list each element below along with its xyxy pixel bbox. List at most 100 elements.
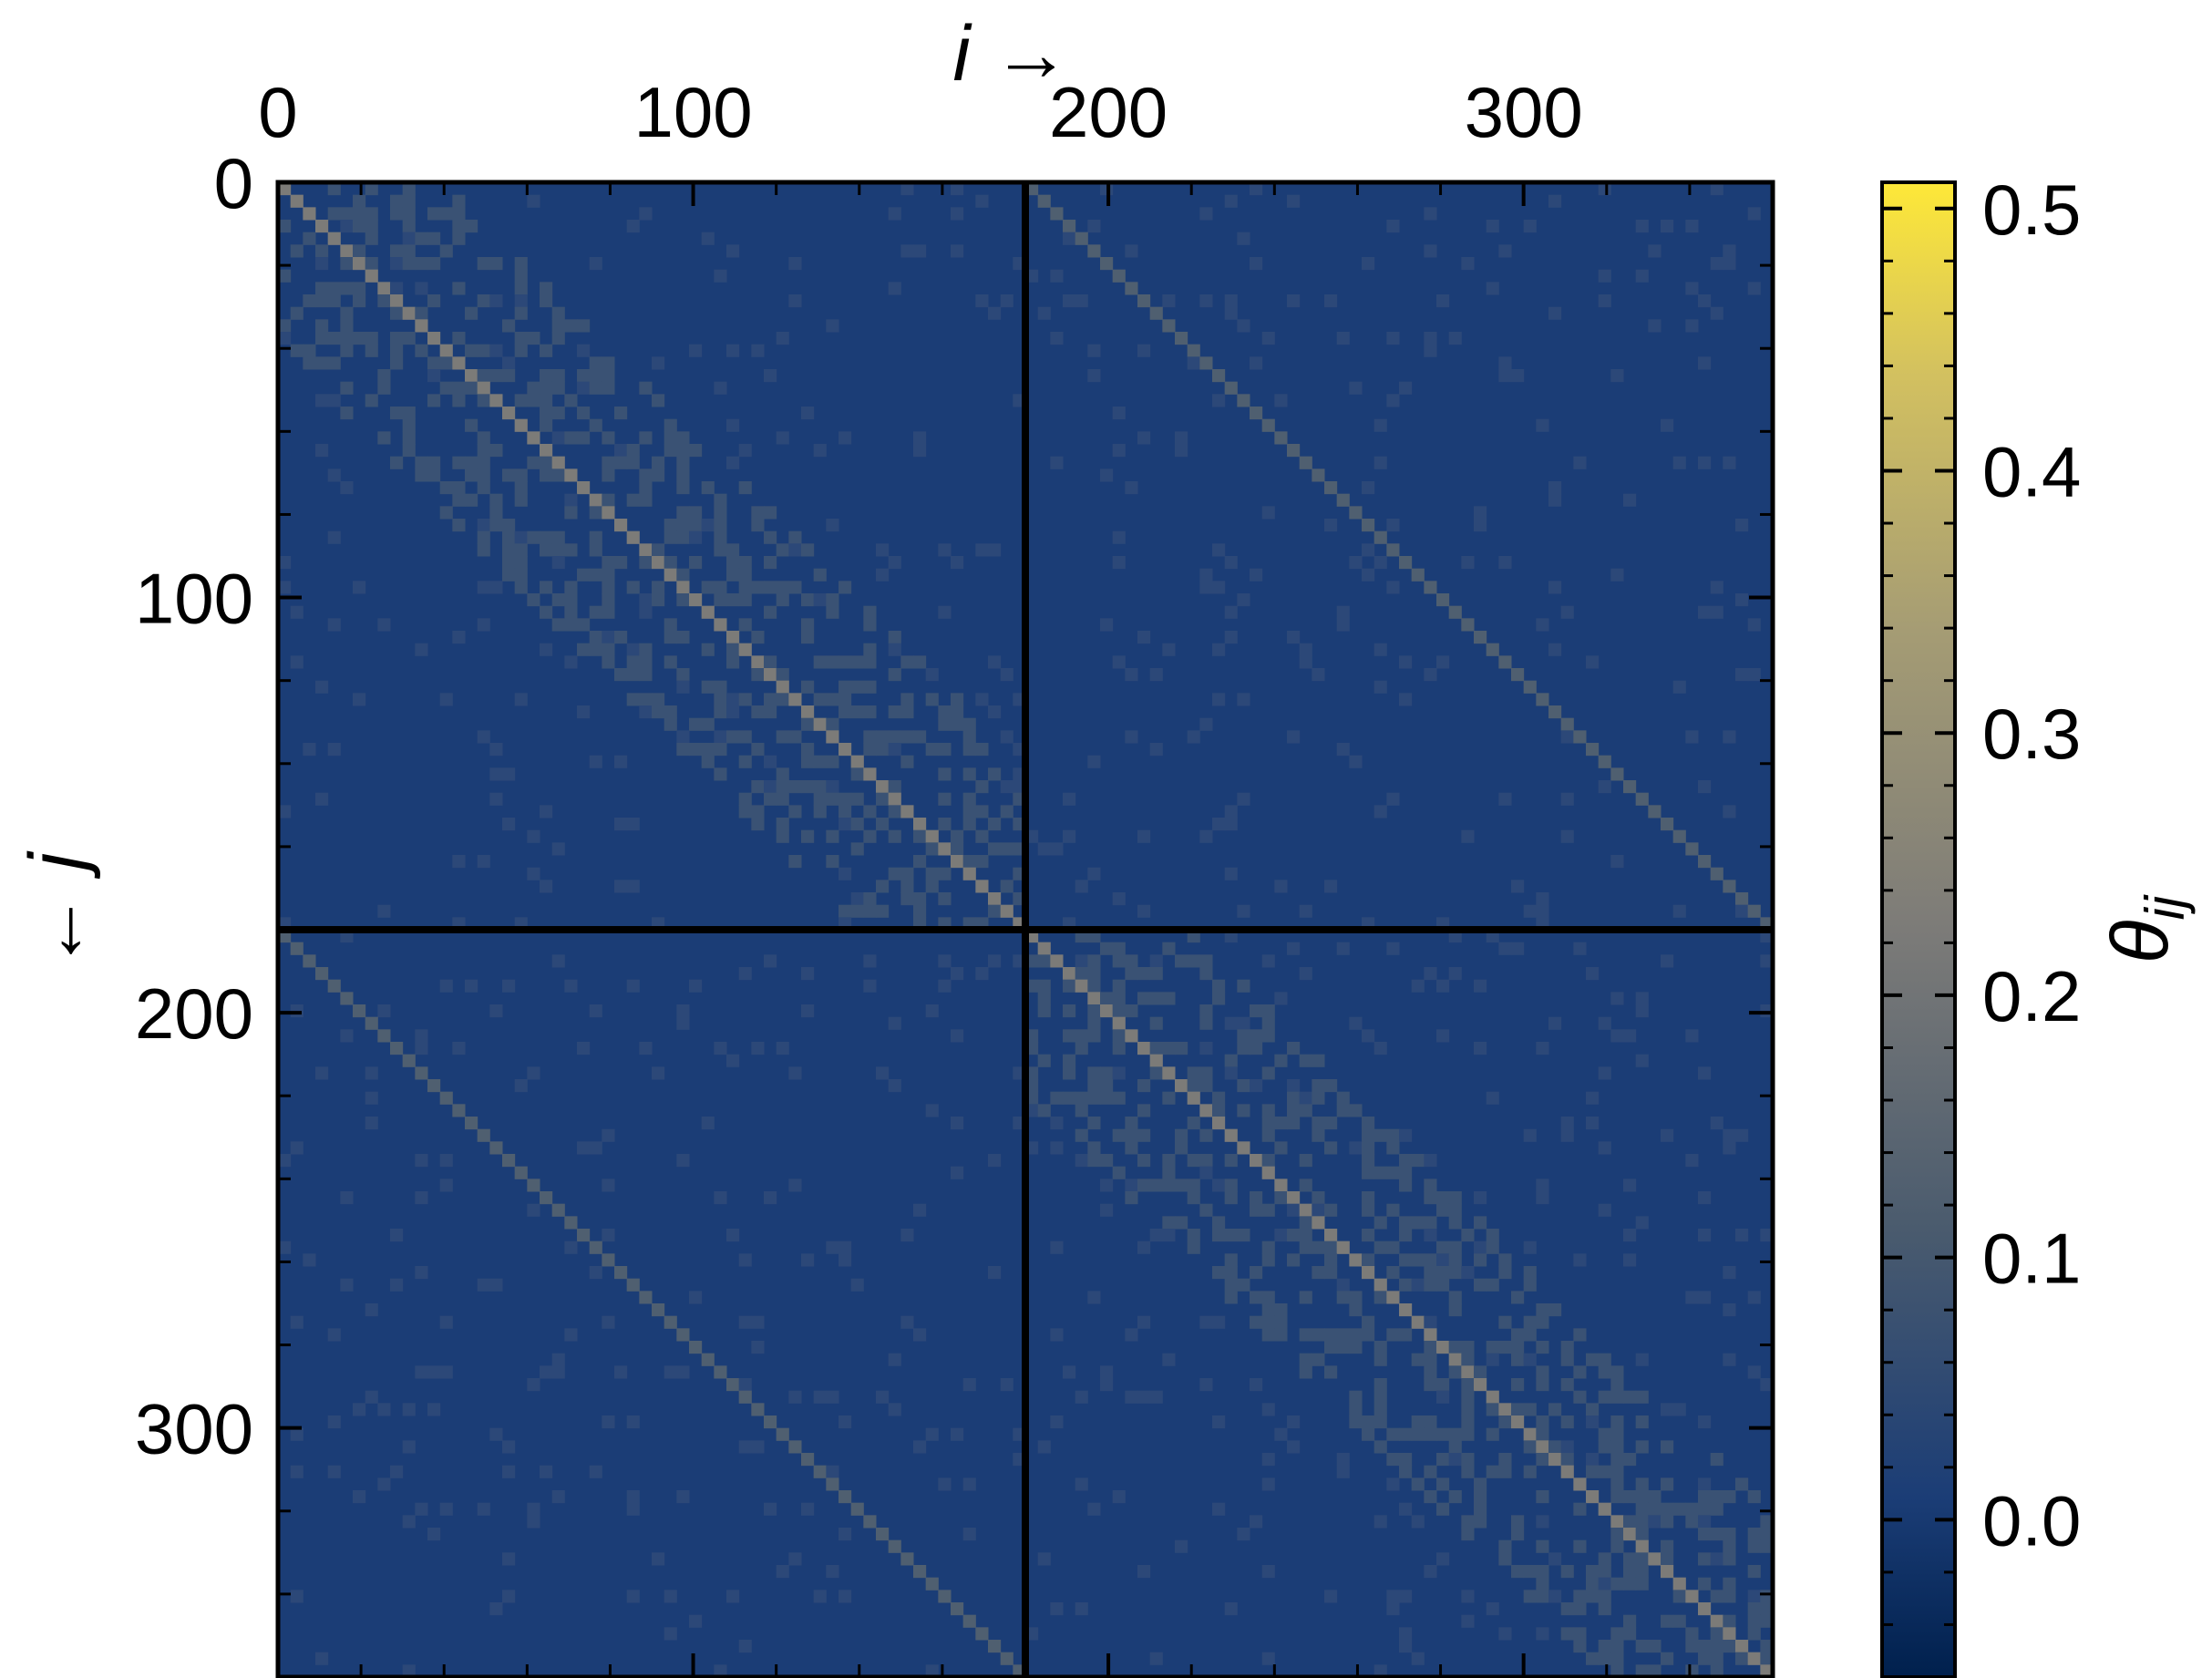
heatmap-cell — [514, 493, 528, 507]
heatmap-cell — [290, 344, 304, 357]
heatmap-cell — [1112, 942, 1126, 955]
heatmap-cell — [701, 605, 715, 619]
heatmap-cell — [1112, 1016, 1126, 1030]
heatmap-cell — [1723, 257, 1736, 271]
heatmap-cell — [876, 818, 890, 831]
heatmap-cell — [975, 855, 989, 869]
heatmap-cell — [1486, 1091, 1499, 1105]
heatmap-cell — [1037, 979, 1051, 993]
heatmap-cell — [1598, 1577, 1611, 1590]
heatmap-cell — [1685, 319, 1699, 333]
heatmap-cell — [962, 717, 976, 731]
heatmap-cell — [1324, 481, 1338, 495]
heatmap-cell — [1299, 1353, 1312, 1366]
heatmap-cell — [1312, 1328, 1325, 1342]
heatmap-cell — [1536, 1565, 1549, 1579]
heatmap-cell — [1373, 556, 1387, 570]
heatmap-cell — [826, 855, 839, 869]
heatmap-cell — [788, 693, 802, 706]
heatmap-cell — [962, 855, 976, 869]
heatmap-cell — [1461, 1515, 1475, 1529]
heatmap-cell — [876, 1066, 890, 1080]
heatmap-cell — [540, 294, 553, 308]
heatmap-cell — [564, 1216, 578, 1230]
heatmap-cell — [1112, 269, 1126, 283]
heatmap-cell — [925, 1104, 939, 1117]
heatmap-cell — [1199, 1079, 1213, 1093]
heatmap-cell — [1112, 655, 1126, 669]
heatmap-cell — [652, 1303, 665, 1317]
heatmap-cell — [676, 530, 690, 544]
heatmap-cell — [1536, 1315, 1549, 1329]
heatmap-cell — [1536, 1627, 1549, 1641]
heatmap-cell — [1362, 1253, 1375, 1267]
heatmap-cell — [614, 519, 628, 532]
heatmap-cell — [489, 792, 503, 806]
heatmap-cell — [1250, 1079, 1263, 1093]
heatmap-cell — [1212, 543, 1226, 557]
heatmap-cell — [913, 892, 927, 906]
heatmap-cell — [788, 780, 802, 794]
heatmap-cell — [1137, 1154, 1151, 1168]
heatmap-cell — [1698, 855, 1712, 869]
heatmap-cell — [1610, 1440, 1624, 1454]
heatmap-cell — [701, 581, 715, 594]
heatmap-cell — [514, 344, 528, 357]
heatmap-cell — [1760, 1378, 1774, 1392]
heatmap-cell — [1250, 182, 1263, 196]
heatmap-cell — [1573, 1502, 1587, 1516]
heatmap-cell — [863, 829, 877, 843]
heatmap-cell — [1063, 232, 1076, 245]
heatmap-cell — [540, 1365, 553, 1379]
heatmap-cell — [714, 730, 727, 744]
heatmap-cell — [489, 1004, 503, 1018]
heatmap-cell — [1635, 1490, 1649, 1504]
heatmap-cell — [888, 805, 901, 818]
heatmap-cell — [551, 407, 565, 420]
heatmap-cell — [826, 605, 839, 619]
heatmap-cell — [689, 344, 703, 357]
heatmap-cell — [751, 581, 765, 594]
heatmap-cell — [1299, 456, 1312, 469]
heatmap-cell — [1560, 1128, 1574, 1142]
heatmap-cell — [1299, 1328, 1312, 1342]
heatmap-cell — [1710, 1117, 1723, 1130]
heatmap-cell — [1399, 1253, 1413, 1267]
heatmap-cell — [776, 818, 789, 831]
heatmap-cell — [1461, 556, 1475, 570]
heatmap-cell — [664, 1627, 677, 1641]
heatmap-cell — [427, 1079, 441, 1093]
heatmap-cell — [1698, 1477, 1712, 1491]
heatmap-cell — [377, 618, 391, 632]
heatmap-cell — [527, 867, 540, 880]
heatmap-cell — [863, 979, 877, 993]
heatmap-cell — [502, 1590, 516, 1603]
heatmap-cell — [1299, 1365, 1312, 1379]
heatmap-cell — [764, 780, 777, 794]
heatmap-cell — [1610, 1664, 1624, 1678]
heatmap-cell — [738, 693, 752, 706]
heatmap-cell — [589, 605, 602, 619]
heatmap-cell — [1237, 319, 1250, 333]
heatmap-cell — [527, 456, 540, 469]
heatmap-cell — [626, 668, 640, 682]
heatmap-cell — [1087, 1117, 1101, 1130]
heatmap-cell — [1261, 418, 1275, 432]
heatmap-cell — [1237, 979, 1250, 993]
heatmap-cell — [1261, 1154, 1275, 1168]
heatmap-cell — [602, 1415, 615, 1429]
heatmap-cell — [1399, 1328, 1413, 1342]
heatmap-cell — [1100, 1203, 1114, 1217]
heatmap-cell — [477, 381, 490, 395]
heatmap-cell — [327, 356, 341, 370]
heatmap-cell — [1324, 1365, 1338, 1379]
heatmap-cell — [801, 1502, 815, 1516]
heatmap-cell — [1199, 1166, 1213, 1179]
heatmap-cell — [1486, 1602, 1499, 1616]
heatmap-cell — [913, 655, 927, 669]
heatmap-cell — [327, 182, 341, 196]
heatmap-cell — [1523, 1240, 1537, 1254]
heatmap-cell — [477, 1278, 490, 1292]
heatmap-cell — [1461, 1415, 1475, 1429]
heatmap-cell — [888, 792, 901, 806]
